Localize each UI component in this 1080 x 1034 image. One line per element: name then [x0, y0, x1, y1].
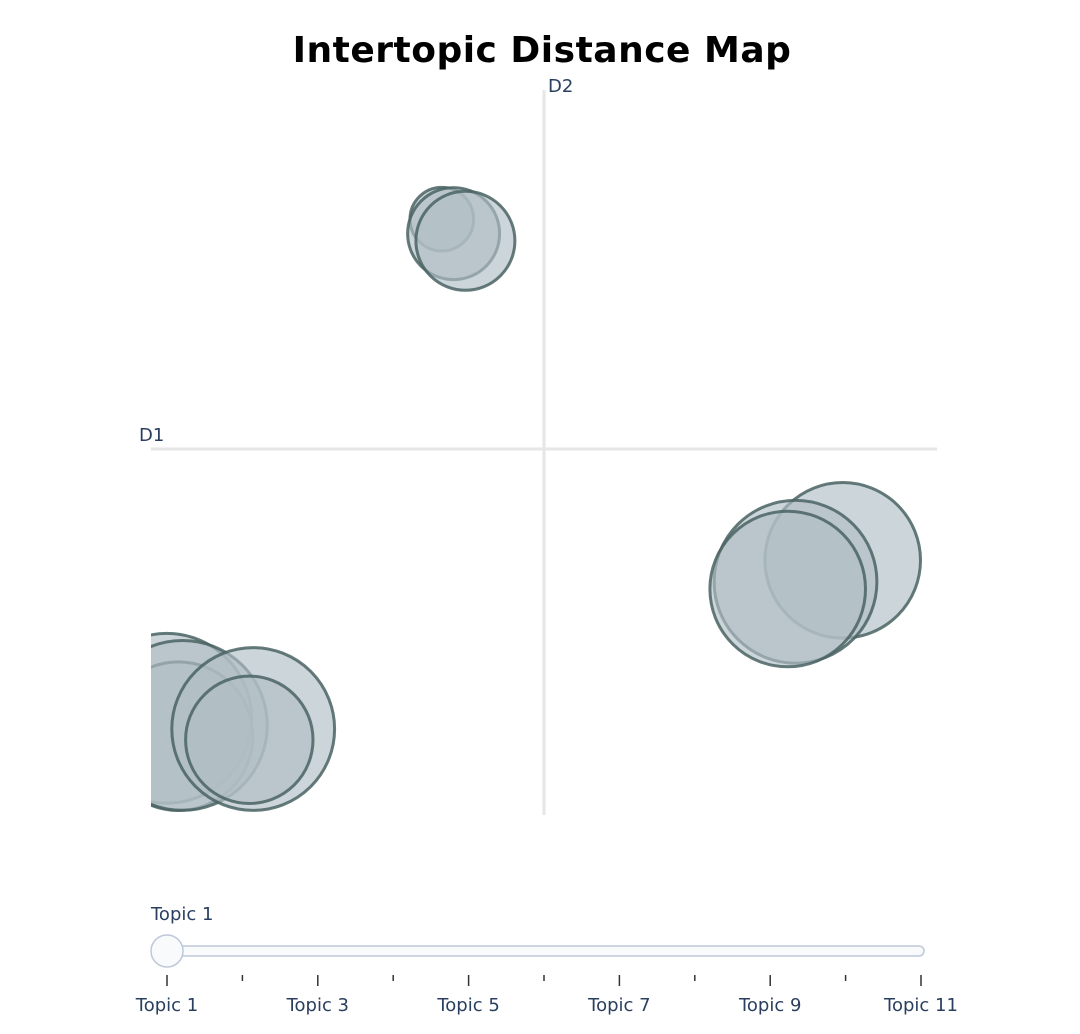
axes: D1 D2 [139, 76, 937, 815]
slider-tick-label-0: Topic 1 [135, 995, 198, 1016]
slider-tick-label-4: Topic 9 [738, 995, 801, 1016]
slider-tick-label-2: Topic 5 [436, 995, 499, 1016]
slider-current-value: Topic 1 [150, 904, 213, 925]
d1-axis-label: D1 [139, 425, 164, 446]
slider-rail[interactable] [165, 945, 925, 957]
slider-tick-label-1: Topic 3 [286, 995, 349, 1016]
topic-bubbles [151, 185, 923, 812]
topic-bubble-10[interactable] [184, 674, 315, 805]
slider-tick-label-3: Topic 7 [587, 995, 650, 1016]
topic-bubble-2[interactable] [414, 189, 517, 292]
topic-bubble-5[interactable] [708, 509, 868, 669]
d2-axis-label: D2 [548, 76, 573, 97]
topic-slider[interactable]: Topic 1 Topic 1 Topic 3 Topic 5 Topic 7 Topi… [135, 904, 958, 1016]
slider-ticks [166, 975, 922, 986]
chart-title: Intertopic Distance Map [292, 30, 792, 71]
slider-tick-label-5: Topic 11 [883, 995, 958, 1016]
slider-tick-labels: Topic 1 Topic 3 Topic 5 Topic 7 Topic 9 Topic… [135, 995, 958, 1016]
slider-handle[interactable] [150, 934, 184, 968]
